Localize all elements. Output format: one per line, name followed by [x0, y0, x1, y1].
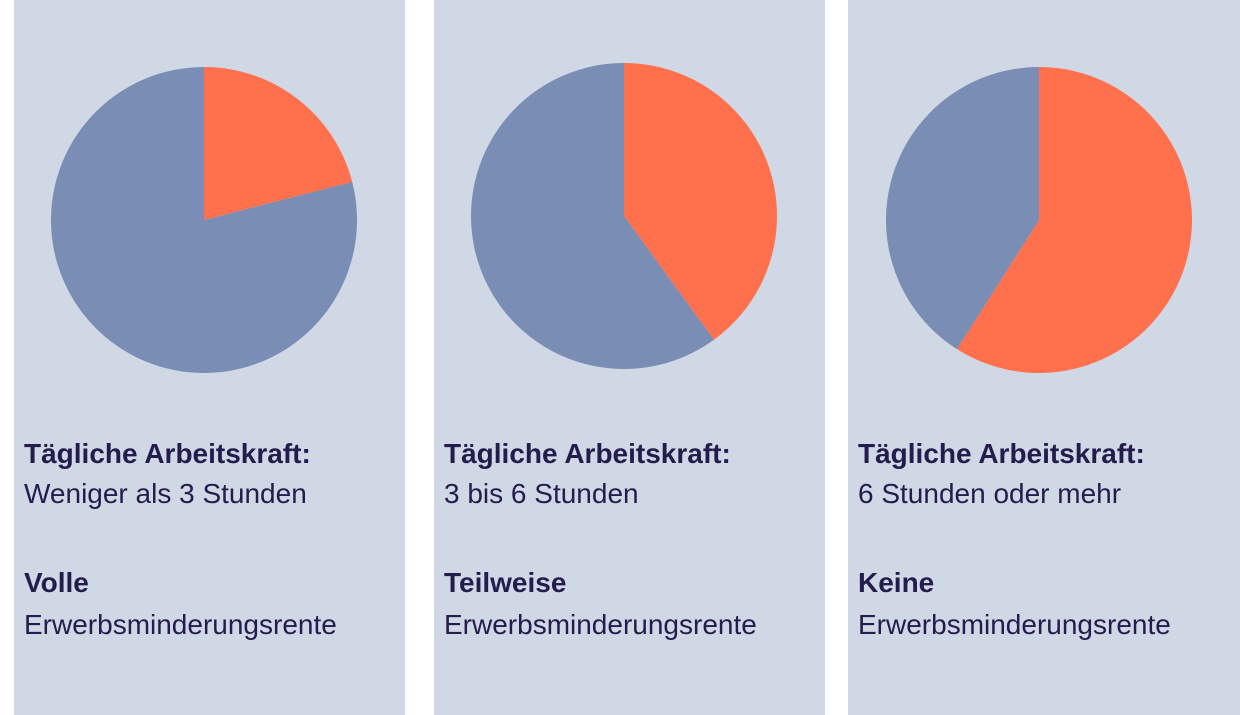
chart-title: Tägliche Arbeitskraft:: [858, 438, 1145, 469]
chart-title: Tägliche Arbeitskraft:: [24, 438, 311, 469]
chart-title: Tägliche Arbeitskraft:: [444, 438, 731, 469]
pie-slice-highlight: [204, 67, 353, 220]
pie-slice-highlight: [624, 63, 777, 340]
pie-slice-rest: [51, 67, 358, 374]
panel-teilweise: Tägliche Arbeitskraft: 3 bis 6 Stunden T…: [434, 0, 825, 715]
rent-label: Erwerbsminderungsrente: [444, 609, 757, 640]
chart-subtitle: 6 Stunden oder mehr: [858, 478, 1122, 509]
pie-chart-keine: [886, 67, 1192, 373]
rent-label: Erwerbsminderungsrente: [24, 609, 337, 640]
rent-type-label: Keine: [858, 567, 935, 598]
panel-keine: Tägliche Arbeitskraft: 6 Stunden oder me…: [848, 0, 1240, 715]
chart-subtitle: 3 bis 6 Stunden: [444, 478, 639, 509]
rent-type-label: Teilweise: [444, 567, 567, 598]
pie-slice-rest: [471, 63, 714, 369]
panel-volle: Tägliche Arbeitskraft: Weniger als 3 Stu…: [14, 0, 405, 715]
pie-chart-teilweise: [471, 63, 777, 369]
rent-label: Erwerbsminderungsrente: [858, 609, 1171, 640]
pie-slice-rest: [886, 67, 1039, 350]
pie-slice-highlight: [957, 67, 1192, 373]
chart-subtitle: Weniger als 3 Stunden: [24, 478, 307, 509]
rent-type-label: Volle: [24, 567, 89, 598]
pie-chart-volle: [51, 67, 358, 374]
